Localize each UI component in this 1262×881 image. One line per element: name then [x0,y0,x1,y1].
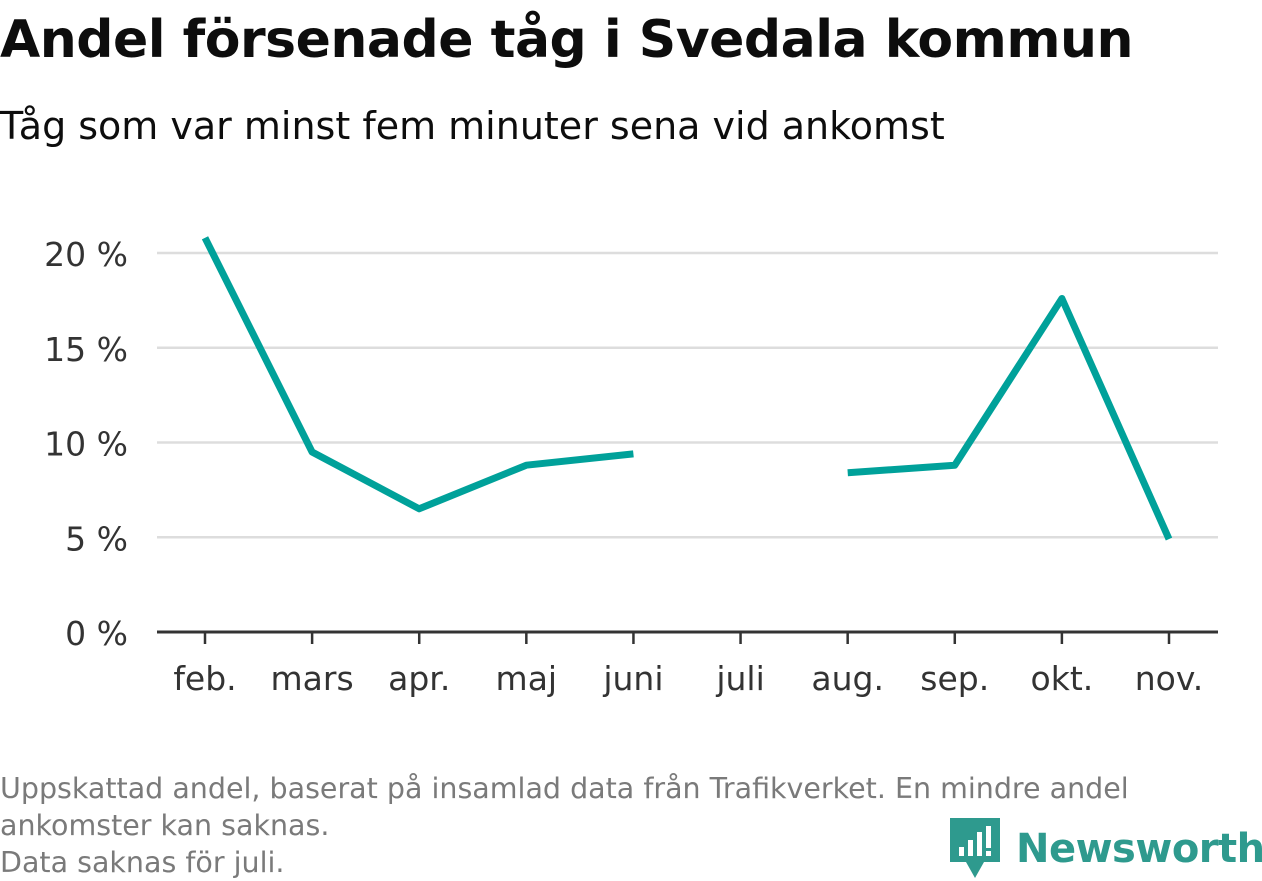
y-tick-label: 5 % [65,519,128,558]
footnote-line-1: Uppskattad andel, baserat på insamlad da… [0,772,1129,805]
x-tick-label: okt. [1031,659,1094,698]
series-line-segment [847,295,1173,541]
newsworthy-logo-icon [950,818,1000,878]
x-tick-label: apr. [388,659,450,698]
x-axis: feb. mars apr. maj juni juli aug. sep. okt. nov. [157,630,1218,698]
x-tick-label: feb. [173,659,236,698]
footnote-line-2: ankomster kan saknas. [0,809,330,842]
x-tick-label: juli [715,659,764,698]
footnote: Uppskattad andel, baserat på insamlad da… [0,770,1129,881]
x-tick-label: nov. [1135,659,1204,698]
line-chart: 0 % 5 % 10 % 15 % 20 % feb. mars apr. maj juni ju… [44,235,1218,698]
chart-title: Andel försenade tåg i Svedala kommun [0,10,1134,70]
series-line-segment [201,236,634,513]
y-tick-label: 20 % [44,235,128,274]
x-tick-label: juni [602,659,663,698]
x-tick-label: mars [271,659,354,698]
y-axis-tick-labels: 0 % 5 % 10 % 15 % 20 % [44,235,128,653]
y-tick-label: 10 % [44,425,128,464]
brand-name: Newsworthy [1016,826,1262,872]
y-tick-label: 0 % [65,614,128,653]
footnote-line-3: Data saknas för juli. [0,846,285,879]
gridlines [157,251,1218,539]
chart-subtitle: Tåg som var minst fem minuter sena vid a… [0,104,945,148]
series-lines [201,236,1173,541]
x-tick-label: sep. [920,659,989,698]
y-tick-label: 15 % [44,330,128,369]
x-tick-label: maj [496,659,558,698]
brand-logo: Newsworthy [950,818,1262,880]
x-tick-label: aug. [811,659,884,698]
